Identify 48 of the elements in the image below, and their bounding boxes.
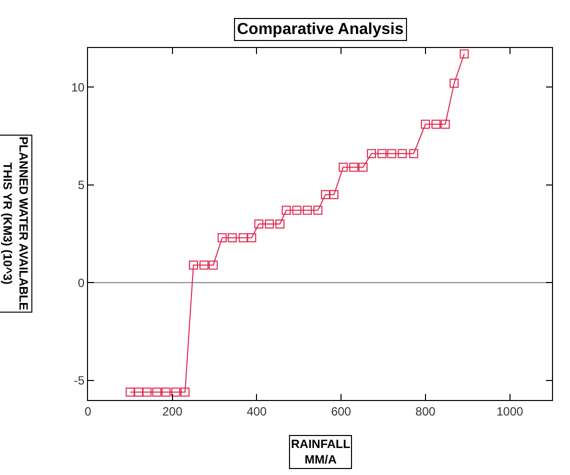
x-tick-label: 1000 bbox=[496, 404, 524, 418]
point bbox=[460, 49, 469, 58]
point bbox=[254, 220, 264, 228]
point bbox=[162, 388, 171, 397]
point bbox=[275, 220, 284, 228]
y-tick-label: 5 bbox=[78, 178, 85, 192]
x-tick-label: 600 bbox=[331, 404, 352, 418]
point bbox=[152, 388, 162, 397]
x-tick-label: 200 bbox=[162, 404, 183, 418]
point bbox=[200, 260, 208, 270]
point bbox=[409, 149, 418, 158]
point bbox=[228, 233, 237, 242]
point bbox=[134, 388, 144, 397]
point bbox=[450, 78, 459, 88]
x-tick-label: 800 bbox=[415, 404, 436, 418]
point bbox=[180, 388, 190, 397]
point bbox=[378, 149, 387, 158]
point bbox=[142, 388, 152, 397]
point bbox=[432, 120, 440, 129]
x-tick-label: 400 bbox=[246, 404, 268, 418]
chart-title: Comparative Analysis bbox=[237, 21, 404, 38]
point bbox=[440, 120, 450, 129]
y-tick-label: 10 bbox=[71, 80, 85, 94]
point bbox=[329, 190, 338, 200]
point bbox=[188, 260, 198, 270]
point bbox=[349, 162, 358, 172]
point bbox=[264, 220, 274, 228]
point bbox=[292, 206, 302, 215]
point bbox=[366, 149, 376, 158]
x-axis-title: RAINFALL MM/A bbox=[291, 437, 350, 467]
point bbox=[320, 190, 330, 200]
point bbox=[358, 162, 368, 172]
y-tick-label: 0 bbox=[78, 276, 85, 290]
point bbox=[171, 388, 180, 397]
point bbox=[420, 120, 430, 129]
point bbox=[313, 206, 322, 215]
point bbox=[218, 233, 227, 242]
point bbox=[247, 233, 256, 242]
point bbox=[338, 162, 348, 172]
point bbox=[282, 206, 291, 215]
point bbox=[238, 233, 248, 242]
point bbox=[208, 260, 218, 270]
y-axis-title: PLANNED WATER AVAILABLE THIS YR (KM3) (10^3) bbox=[0, 136, 30, 310]
point bbox=[302, 206, 312, 215]
point bbox=[387, 149, 396, 158]
point bbox=[398, 149, 407, 158]
point bbox=[126, 388, 135, 397]
y-tick-label: -5 bbox=[74, 374, 85, 388]
